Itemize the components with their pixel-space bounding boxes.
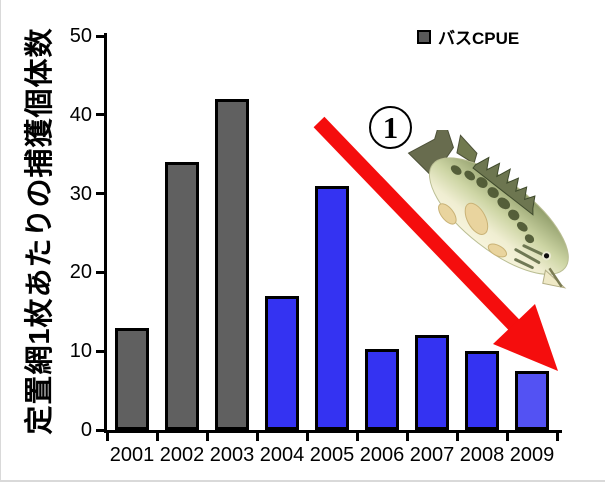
bar-2003 (215, 99, 249, 430)
x-axis-tick (505, 433, 509, 441)
y-axis-tick (96, 270, 104, 274)
x-tick-label: 2002 (159, 444, 205, 466)
y-tick-label: 40 (69, 103, 92, 126)
x-tick-label: 2003 (209, 444, 255, 466)
x-axis-tick (305, 433, 309, 441)
y-tick-label: 20 (69, 261, 92, 284)
x-tick-label: 2008 (459, 444, 505, 466)
largemouth-bass-illustration (407, 130, 569, 289)
y-axis-tick (96, 113, 104, 117)
bar-2004 (265, 296, 299, 430)
x-tick-label: 2006 (359, 444, 405, 466)
x-axis-tick (105, 433, 109, 441)
x-axis-line (104, 430, 562, 433)
y-axis-tick (96, 428, 104, 432)
x-axis-tick (255, 433, 259, 441)
y-axis-title: 定置網1枚あたりの捕獲個体数 (24, 27, 56, 435)
x-tick-label: 2009 (509, 444, 555, 466)
legend-marker-square (417, 29, 431, 44)
x-tick-label: 2004 (259, 444, 305, 466)
bar-2008 (465, 351, 499, 430)
x-axis-tick (155, 433, 159, 441)
x-axis-tick (355, 433, 359, 441)
legend-label: バスCPUE (438, 29, 520, 48)
x-axis-tick (455, 433, 459, 441)
bar-2009 (515, 371, 549, 430)
y-tick-label: 0 (80, 419, 92, 441)
circled-one-annotation: 1 (369, 106, 412, 149)
x-axis-tick (405, 433, 409, 441)
y-tick-label: 10 (69, 340, 92, 363)
y-axis-line (104, 33, 107, 433)
y-axis-tick (96, 192, 104, 196)
bar-2005 (315, 186, 349, 430)
x-tick-label: 2001 (109, 444, 155, 466)
x-tick-label: 2005 (309, 444, 355, 466)
y-axis-tick (96, 34, 104, 38)
y-axis-tick (96, 349, 104, 353)
y-tick-label: 50 (69, 25, 92, 47)
x-tick-label: 2007 (409, 444, 455, 466)
x-axis-tick (555, 433, 559, 441)
bar-2002 (165, 162, 199, 430)
bar-2007 (415, 335, 449, 430)
y-tick-label: 30 (69, 182, 92, 205)
legend: バスCPUE (417, 24, 519, 49)
bar-2006 (365, 349, 399, 430)
circled-one-text: 1 (382, 109, 399, 145)
bar-2001 (115, 328, 149, 430)
x-axis-tick (205, 433, 209, 441)
